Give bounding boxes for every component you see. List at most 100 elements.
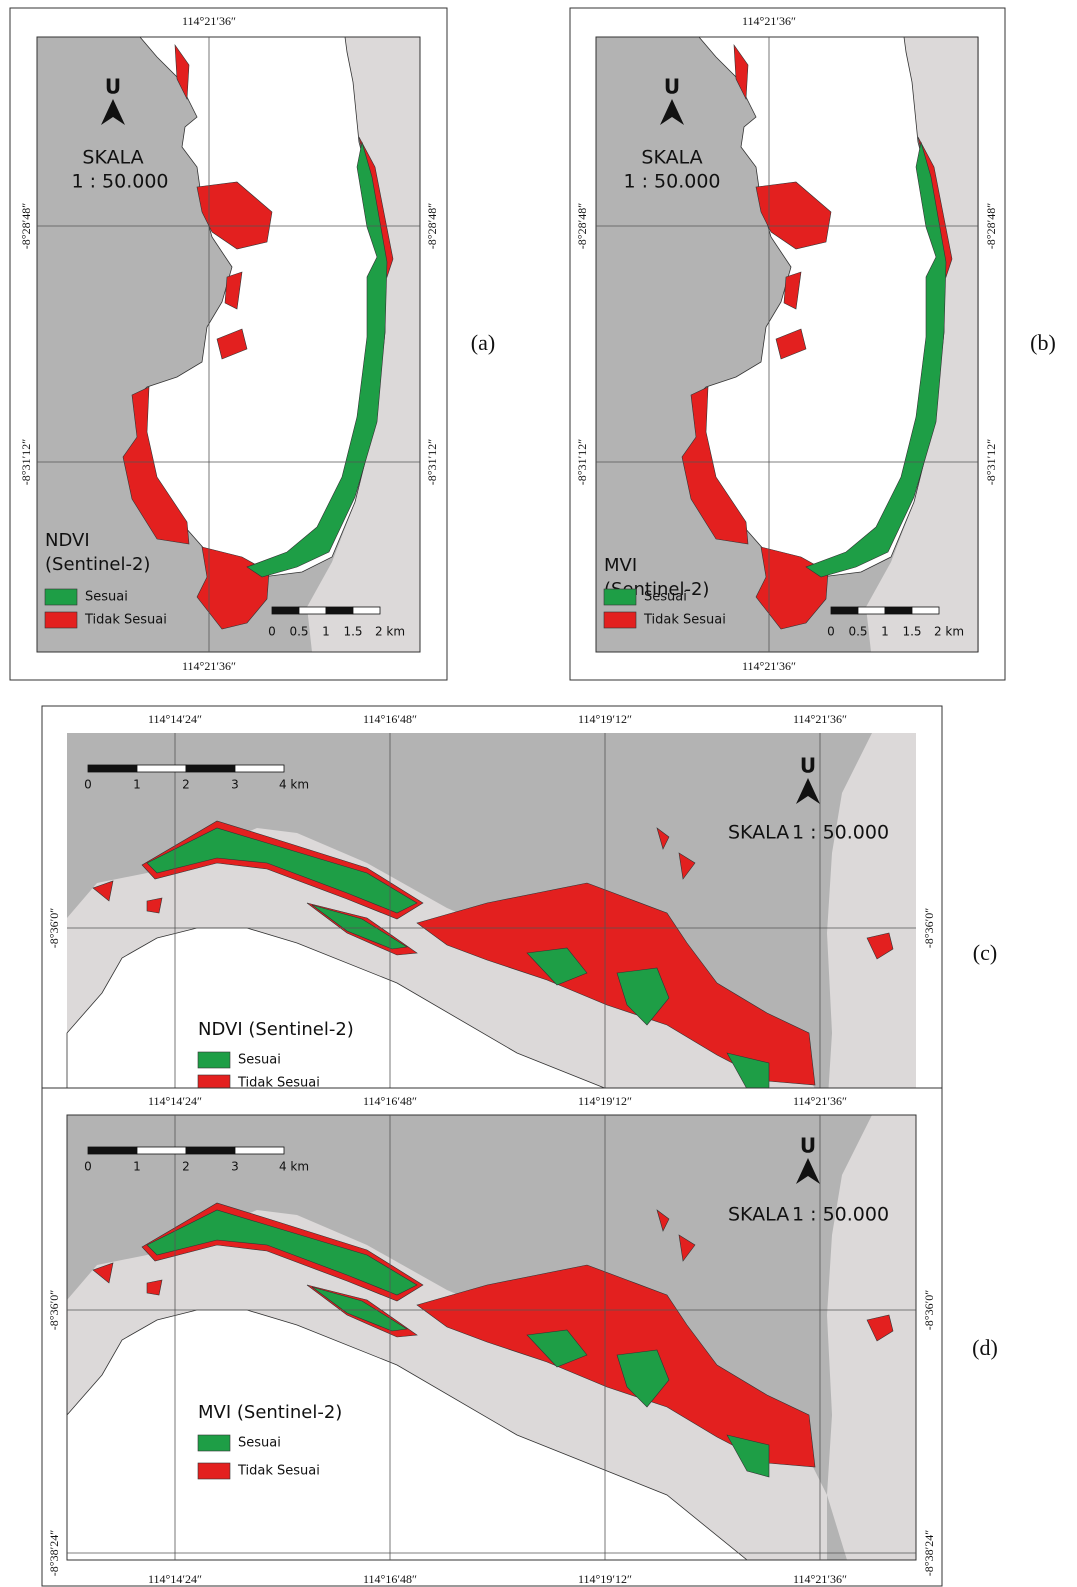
latitude-label: -8°38′24″ [47, 1530, 61, 1576]
longitude-label: 114°21′36″ [793, 1094, 847, 1108]
scale-title: SKALA [728, 822, 789, 844]
longitude-label: 114°21′36″ [742, 14, 796, 28]
latitude-label: -8°31′12″ [984, 439, 998, 485]
scale-bar-segment [186, 1147, 235, 1154]
latitude-label: -8°38′24″ [922, 1530, 936, 1576]
legend-title: NDVI [45, 530, 90, 551]
longitude-label: 114°21′36″ [742, 659, 796, 673]
longitude-label: 114°14′24″ [148, 1572, 202, 1586]
scale-bar-label: 1.5 [343, 625, 362, 639]
north-label: U [664, 75, 680, 99]
scale-ratio: 1 : 50.000 [623, 171, 720, 193]
scale-bar-label: 0 [84, 1160, 92, 1174]
legend-label: Sesuai [85, 590, 128, 605]
scale-bar-segment [137, 765, 186, 772]
longitude-label: 114°21′36″ [182, 659, 236, 673]
longitude-label: 114°16′48″ [363, 1572, 417, 1586]
scale-bar-segment [353, 607, 380, 614]
scale-bar-segment [912, 607, 939, 614]
latitude-label: -8°31′12″ [425, 439, 439, 485]
legend-swatch [45, 589, 77, 605]
longitude-label: 114°16′48″ [363, 1094, 417, 1108]
scale-bar-segment [235, 1147, 284, 1154]
legend-label: Sesuai [238, 1436, 281, 1451]
scale-bar-label: 2 km [934, 625, 964, 639]
scale-bar-segment [88, 1147, 137, 1154]
latitude-label: -8°28′48″ [425, 203, 439, 249]
legend-label: Tidak Sesuai [643, 613, 726, 628]
scale-bar-label: 1.5 [902, 625, 921, 639]
scale-bar-segment [272, 607, 299, 614]
scale-bar-label: 2 [182, 778, 190, 792]
longitude-label: 114°21′36″ [793, 1572, 847, 1586]
panel-label: (b) [1030, 330, 1056, 355]
latitude-label: -8°36′0″ [47, 1290, 61, 1330]
scale-bar-segment [299, 607, 326, 614]
panel-a: 114°21′36″ 114°21′36″ -8°28′48″ -8°31′12″ -8… [10, 8, 495, 680]
scale-bar-segment [326, 607, 353, 614]
latitude-label: -8°36′0″ [922, 1290, 936, 1330]
scale-bar-segment [88, 765, 137, 772]
scale-bar-label: 0 [827, 625, 835, 639]
map [67, 1115, 916, 1560]
north-label: U [800, 1134, 816, 1158]
scale-bar-label: 2 [182, 1160, 190, 1174]
scale-bar-label: 4 km [279, 1160, 309, 1174]
longitude-label: 114°19′12″ [578, 1094, 632, 1108]
latitude-label: -8°31′12″ [19, 439, 33, 485]
scale-bar-label: 1 [881, 625, 889, 639]
scale-ratio: 1 : 50.000 [792, 822, 889, 844]
north-label: U [800, 754, 816, 778]
longitude-label: 114°19′12″ [578, 712, 632, 726]
legend-swatch [604, 612, 636, 628]
scale-ratio: 1 : 50.000 [71, 171, 168, 193]
legend-swatch [198, 1435, 230, 1451]
legend-swatch [604, 589, 636, 605]
scale-bar-segment [831, 607, 858, 614]
legend-swatch [45, 612, 77, 628]
scale-bar-segment [235, 765, 284, 772]
north-label: U [105, 75, 121, 99]
legend-label: Tidak Sesuai [237, 1464, 320, 1479]
scale-bar-label: 1 [133, 778, 141, 792]
scale-bar-segment [858, 607, 885, 614]
panel-b: 114°21′36″ 114°21′36″ -8°28′48″ -8°31′12″ -8… [570, 8, 1056, 680]
longitude-label: 114°14′24″ [148, 1094, 202, 1108]
latitude-label: -8°31′12″ [575, 439, 589, 485]
longitude-label: 114°21′36″ [793, 712, 847, 726]
scale-bar-label: 2 km [375, 625, 405, 639]
legend-title: (Sentinel-2) [45, 554, 150, 575]
figure: 114°21′36″ 114°21′36″ -8°28′48″ -8°31′12″ -8… [0, 0, 1077, 1587]
legend-swatch [198, 1052, 230, 1068]
longitude-label: 114°21′36″ [182, 14, 236, 28]
legend-label: Tidak Sesuai [84, 613, 167, 628]
latitude-label: -8°28′48″ [575, 203, 589, 249]
scale-title: SKALA [728, 1204, 789, 1226]
scale-ratio: 1 : 50.000 [792, 1204, 889, 1226]
legend-label: Sesuai [644, 590, 687, 605]
scale-bar-segment [137, 1147, 186, 1154]
scale-title: SKALA [641, 147, 702, 169]
panel-label: (d) [972, 1335, 998, 1360]
scale-bar-label: 0.5 [289, 625, 308, 639]
legend-title: MVI (Sentinel-2) [198, 1402, 342, 1423]
scale-bar-label: 1 [133, 1160, 141, 1174]
scale-bar-label: 0.5 [848, 625, 867, 639]
scale-title: SKALA [82, 147, 143, 169]
longitude-label: 114°19′12″ [578, 1572, 632, 1586]
longitude-label: 114°16′48″ [363, 712, 417, 726]
legend-label: Sesuai [238, 1053, 281, 1068]
latitude-label: -8°36′0″ [922, 908, 936, 948]
scale-bar-segment [885, 607, 912, 614]
latitude-label: -8°28′48″ [984, 203, 998, 249]
legend-title: MVI [604, 555, 637, 576]
panel-label: (a) [471, 330, 495, 355]
scale-bar-label: 3 [231, 1160, 239, 1174]
panel-label: (c) [973, 940, 997, 965]
latitude-label: -8°36′0″ [47, 908, 61, 948]
legend-swatch [198, 1463, 230, 1479]
latitude-label: -8°28′48″ [19, 203, 33, 249]
scale-bar-label: 0 [268, 625, 276, 639]
scale-bar-segment [186, 765, 235, 772]
longitude-label: 114°14′24″ [148, 712, 202, 726]
